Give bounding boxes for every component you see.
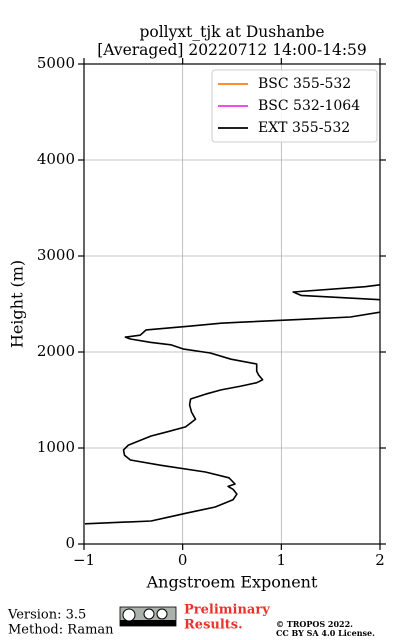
legend-label: BSC 355-532: [258, 76, 351, 92]
x-tick-label: 1: [277, 551, 287, 569]
x-axis-label: Angstroem Exponent: [146, 573, 318, 592]
legend-label: BSC 532-1064: [258, 98, 360, 114]
legend-box: [211, 69, 378, 143]
plot-frame: [83, 63, 381, 545]
y-tick-label: 5000: [37, 54, 75, 72]
y-tick-label: 2000: [37, 342, 75, 360]
y-tick-label: 3000: [37, 246, 75, 264]
chart-subtitle: [Averaged] 20220712 14:00-14:59: [97, 41, 367, 59]
license-logo: [119, 606, 177, 627]
notice: Preliminary: [184, 603, 270, 618]
legend-label: EXT 355-532: [258, 120, 350, 136]
x-tick-label: −1: [73, 551, 95, 569]
method: Method: Raman: [8, 623, 114, 638]
chart-title: pollyxt_tjk at Dushanbe: [139, 23, 324, 41]
y-tick-label: 4000: [37, 150, 75, 168]
y-tick-label: 0: [65, 534, 75, 552]
y-tick-label: 1000: [37, 438, 75, 456]
copyright: © TROPOS 2022.: [276, 619, 353, 629]
series-line: [84, 284, 380, 525]
notice: Results.: [184, 618, 243, 633]
x-tick-label: 0: [178, 551, 188, 569]
version: Version: 3.5: [7, 608, 86, 623]
plot-area: [84, 284, 380, 525]
copyright: CC BY SA 4.0 License.: [276, 628, 375, 638]
x-tick-label: 2: [375, 551, 385, 569]
y-axis-label: Height (m): [8, 260, 27, 348]
